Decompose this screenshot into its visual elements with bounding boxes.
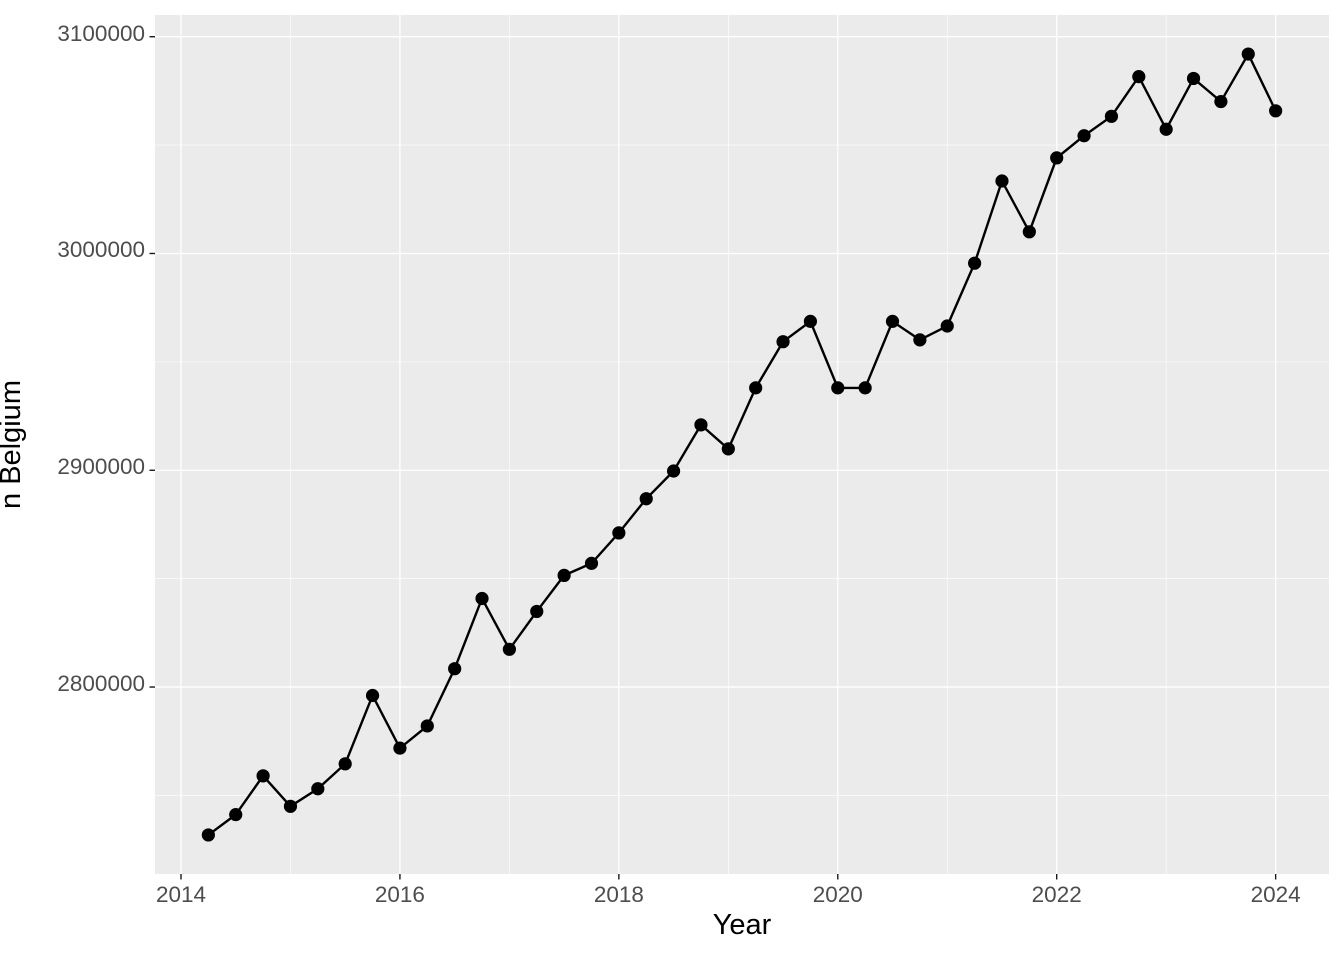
svg-text:n Belgium: n Belgium	[0, 380, 27, 509]
svg-text:Year: Year	[713, 909, 772, 941]
